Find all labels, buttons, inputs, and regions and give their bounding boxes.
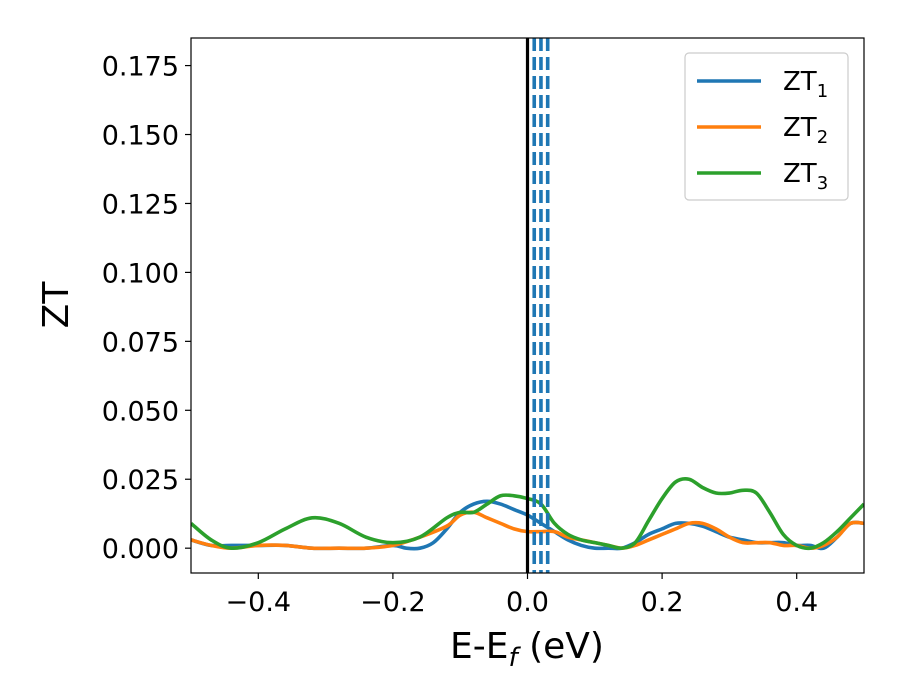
y-tick-label: 0.125 [102,189,179,220]
y-tick-label: 0.175 [102,52,179,83]
y-tick-label: 0.050 [102,396,179,427]
y-tick-label: 0.025 [102,465,179,496]
y-axis-title: ZT [36,281,77,329]
y-tick-label: 0.100 [102,258,179,289]
y-tick-label: 0.000 [102,534,179,565]
x-tick-label: −0.4 [226,587,292,618]
legend-label-3: ZT3 [783,159,828,194]
legend-label-1: ZT1 [783,67,828,102]
legend-frame [684,52,849,201]
x-tick-label: 0.4 [775,587,818,618]
legend-label-2: ZT2 [783,113,828,148]
x-axis-title-suffix: (eV) [518,626,604,667]
y-tick-label: 0.075 [102,327,179,358]
x-tick-label: 0.0 [506,587,549,618]
legend: ZT1 ZT2 ZT3 [684,52,849,201]
series-line-3 [191,477,864,551]
y-tick-label: 0.150 [102,121,179,152]
x-axis-title: E-Ef (eV) [450,626,604,673]
x-tick-label: −0.2 [360,587,426,618]
x-axis-title-main: E-E [450,626,508,667]
x-tick-label: 0.2 [641,587,684,618]
